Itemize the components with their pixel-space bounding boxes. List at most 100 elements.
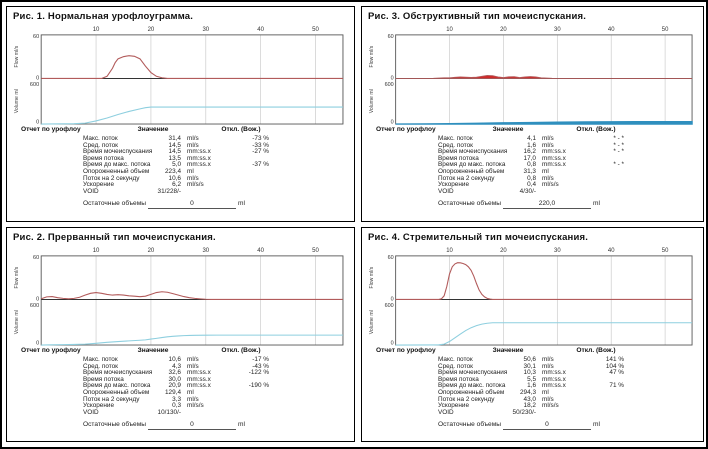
figure-caption: Рис. 4. Стремительный тип мочеиспускания… xyxy=(368,232,589,243)
table-row: Время до макс. потока 20,9 mm:ss.x -190 % xyxy=(7,383,354,390)
table-row: Время до макс. потока 5,0 mm:ss.x -37 % xyxy=(7,162,354,169)
cell-value: 294,3 xyxy=(520,388,536,396)
cell-value: 10,6 xyxy=(168,356,181,363)
report-title: Отчет по урофлоу xyxy=(21,126,81,133)
cell-unit: ml/s xyxy=(187,141,199,149)
svg-text:30: 30 xyxy=(554,248,561,254)
cell-value: 6,2 xyxy=(172,181,181,189)
table-row: Время потока 17,0 mm:ss.x xyxy=(362,154,703,163)
cell-label: Ускорение xyxy=(83,402,115,410)
cell-label: Макс. поток xyxy=(438,135,473,142)
table-row: Сред. поток 14,5 ml/s -33 % xyxy=(7,141,354,150)
cell-label: Сред. поток xyxy=(438,362,473,370)
cell-unit: mm:ss.x xyxy=(542,154,566,162)
cell-unit: mm:ss.x xyxy=(187,382,211,390)
cell-unit: mm:ss.x xyxy=(187,375,211,383)
report-rows: Макс. поток 50,6 ml/s 141 % Сред. поток 30,1 m… xyxy=(362,356,703,416)
figure-caption: Рис. 1. Нормальная урофлоуграмма. xyxy=(13,11,194,22)
table-row: VOID 4/30/- xyxy=(362,187,703,196)
column-header-deviation: Откл. (Вож.) xyxy=(221,347,261,354)
cell-value: 18,2 xyxy=(523,402,536,410)
svg-text:10: 10 xyxy=(93,27,100,33)
cell-label: Сред. поток xyxy=(83,141,118,149)
residual-volume-line: Остаточные объемы 0 ml xyxy=(83,422,354,430)
cell-label: Время мочеиспускания xyxy=(438,369,508,377)
cell-label: Время потока xyxy=(438,375,479,383)
svg-text:20: 20 xyxy=(148,248,155,254)
residual-label: Остаточные объемы xyxy=(83,200,146,208)
cell-value: 129,4 xyxy=(165,388,181,396)
cell-label: Время мочеиспускания xyxy=(438,148,508,156)
cell-unit: ml xyxy=(187,388,194,396)
cell-value: 0,8 xyxy=(527,174,536,182)
svg-text:10: 10 xyxy=(446,27,453,33)
table-row: Ускорение 6,2 ml/s/s xyxy=(7,182,354,189)
table-row: Поток на 2 секунду 3,3 ml/s xyxy=(7,395,354,404)
svg-text:60: 60 xyxy=(33,255,39,261)
cell-unit: ml/s xyxy=(187,362,199,370)
residual-value: 0 xyxy=(502,422,591,430)
cell-label: Время потока xyxy=(83,154,124,162)
cell-label: Время до макс. потока xyxy=(438,382,506,390)
svg-text:600: 600 xyxy=(30,303,39,309)
cell-value: 4,3 xyxy=(172,362,181,370)
svg-text:Flow ml/s: Flow ml/s xyxy=(369,45,375,67)
svg-text:Volume ml: Volume ml xyxy=(369,89,375,113)
cell-label: Сред. поток xyxy=(438,141,473,149)
cell-label: VOID xyxy=(83,187,99,195)
cell-label: VOID xyxy=(438,187,454,195)
table-row: Макс. поток 50,6 ml/s 141 % xyxy=(362,356,703,364)
svg-text:0: 0 xyxy=(36,120,39,126)
cell-dev: -43 % xyxy=(252,362,269,370)
cell-label: Макс. поток xyxy=(83,356,118,363)
cell-unit: ml/s xyxy=(187,395,199,403)
cell-value: 1,6 xyxy=(527,141,536,149)
cell-dev: 47 % xyxy=(609,369,624,377)
cell-dev: -27 % xyxy=(252,148,269,156)
cell-label: Сред. поток xyxy=(83,362,118,370)
cell-dev: -17 % xyxy=(252,356,269,363)
cell-unit: mm:ss.x xyxy=(542,382,566,390)
cell-value: 4/30/- xyxy=(519,187,536,195)
table-row: Время до макс. потока 1,6 mm:ss.x 71 % xyxy=(362,383,703,390)
svg-text:20: 20 xyxy=(500,248,507,254)
cell-unit: ml/s/s xyxy=(187,181,204,189)
cell-dev: * - * xyxy=(613,135,624,142)
cell-dev: * - * xyxy=(613,161,624,169)
svg-text:0: 0 xyxy=(391,296,394,302)
cell-label: Опорожненный объем xyxy=(438,388,505,396)
cell-value: 31/228/- xyxy=(157,187,181,195)
uroflow-report: Отчет по урофлоу Значение Откл. (Вож.) М… xyxy=(7,126,354,209)
svg-text:Volume ml: Volume ml xyxy=(14,310,20,334)
svg-text:40: 40 xyxy=(608,248,615,254)
column-header-value: Значение xyxy=(492,347,524,354)
cell-value: 32,6 xyxy=(168,369,181,377)
table-row: Время потока 30,0 mm:ss.x xyxy=(7,375,354,384)
cell-dev: 71 % xyxy=(609,382,624,390)
cell-dev: -33 % xyxy=(252,141,269,149)
cell-dev: 141 % xyxy=(605,356,624,363)
report-header: Отчет по урофлоу Значение Откл. (Вож.) xyxy=(362,126,703,136)
svg-text:20: 20 xyxy=(500,27,507,33)
svg-text:Flow ml/s: Flow ml/s xyxy=(14,266,20,288)
cell-unit: ml/s xyxy=(542,395,554,403)
report-header: Отчет по урофлоу Значение Откл. (Вож.) xyxy=(7,347,354,357)
cell-unit: ml/s xyxy=(187,174,199,182)
svg-text:Volume ml: Volume ml xyxy=(369,310,375,334)
report-header: Отчет по урофлоу Значение Откл. (Вож.) xyxy=(362,347,703,357)
cell-unit: ml/s xyxy=(542,356,554,363)
uroflow-report: Отчет по урофлоу Значение Откл. (Вож.) М… xyxy=(362,126,703,209)
residual-label: Остаточные объемы xyxy=(438,200,501,208)
cell-unit: ml/s xyxy=(542,135,554,142)
svg-text:Flow ml/s: Flow ml/s xyxy=(14,45,20,67)
table-row: Ускорение 0,3 ml/s/s xyxy=(7,403,354,410)
cell-unit: ml/s/s xyxy=(542,402,559,410)
table-row: Опорожненный объем 294,3 ml xyxy=(362,388,703,397)
cell-unit: mm:ss.x xyxy=(542,148,566,156)
svg-text:60: 60 xyxy=(388,34,394,40)
table-row: Макс. поток 31,4 ml/s -73 % xyxy=(7,135,354,143)
cell-value: 223,4 xyxy=(165,167,181,175)
cell-value: 31,4 xyxy=(168,135,181,142)
